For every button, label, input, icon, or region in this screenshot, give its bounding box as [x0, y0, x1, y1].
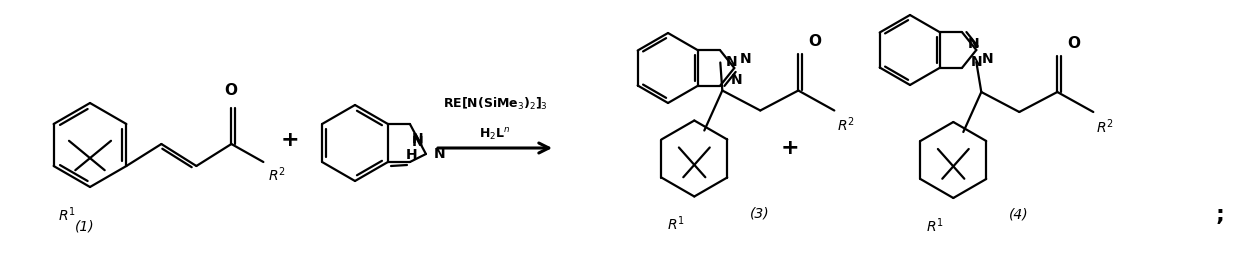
Text: +: + — [280, 130, 299, 150]
Text: N: N — [971, 55, 982, 70]
Text: N: N — [739, 52, 751, 66]
Text: (4): (4) — [1009, 208, 1029, 222]
Text: N: N — [412, 135, 424, 149]
Text: N: N — [434, 147, 445, 161]
Text: $R^2$: $R^2$ — [837, 116, 856, 134]
Text: N: N — [981, 52, 993, 66]
Text: H$_2$L$^n$: H$_2$L$^n$ — [479, 127, 511, 143]
Text: $R^2$: $R^2$ — [1096, 117, 1114, 136]
Text: N: N — [967, 38, 978, 51]
Text: ;: ; — [1215, 205, 1224, 225]
Text: N: N — [725, 55, 737, 70]
Text: (3): (3) — [750, 206, 770, 221]
Text: $R^1$: $R^1$ — [926, 216, 944, 234]
Text: O: O — [808, 35, 821, 50]
Text: $R^1$: $R^1$ — [667, 215, 686, 233]
Text: N: N — [730, 73, 742, 88]
Text: O: O — [224, 83, 237, 98]
Text: (1): (1) — [76, 219, 94, 233]
Text: $R^1$: $R^1$ — [58, 205, 76, 224]
Text: +: + — [781, 138, 800, 158]
Text: RE[N(SiMe$_3$)$_2$]$_3$: RE[N(SiMe$_3$)$_2$]$_3$ — [443, 96, 547, 112]
Text: $R^2$: $R^2$ — [268, 165, 286, 184]
Text: H: H — [405, 148, 418, 162]
Text: N: N — [412, 132, 424, 146]
Text: O: O — [1068, 36, 1080, 51]
